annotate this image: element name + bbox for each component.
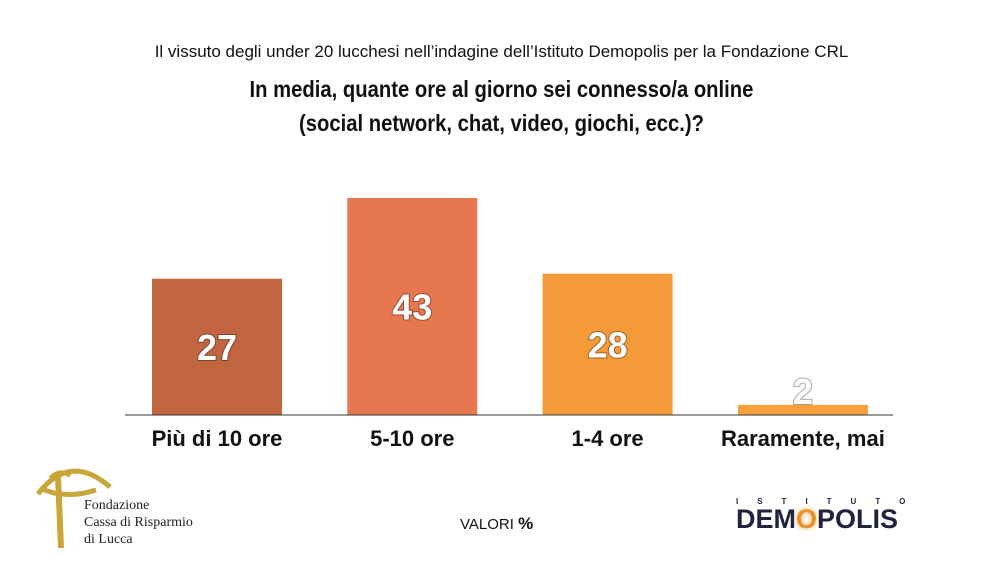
category-label-2: 1-4 ore bbox=[572, 426, 644, 451]
data-label-1: 43 bbox=[392, 287, 432, 328]
crl-line-3: di Lucca bbox=[84, 532, 133, 547]
category-label-0: Più di 10 ore bbox=[152, 426, 283, 451]
crl-line-1: Fondazione bbox=[84, 498, 150, 513]
data-label-3: 2 bbox=[793, 371, 813, 412]
category-label-3: Raramente, mai bbox=[721, 426, 885, 451]
fondazione-crl-logo-text: Fondazione Cassa di Risparmio di Lucca bbox=[84, 497, 193, 548]
note-unit: % bbox=[518, 514, 534, 533]
title-line-2: (social network, chat, video, giochi, ec… bbox=[299, 110, 704, 136]
bar-2 bbox=[542, 273, 673, 415]
demopolis-post: POLIS bbox=[817, 504, 899, 534]
bar-chart: 27 Più di 10 ore 43 5-10 ore 28 1-4 ore 2 Raram… bbox=[125, 198, 893, 451]
bar-3 bbox=[737, 404, 868, 415]
category-label-1: 5-10 ore bbox=[370, 426, 454, 451]
demopolis-o: O bbox=[796, 504, 818, 534]
data-label-2: 28 bbox=[588, 324, 628, 365]
bar-1 bbox=[347, 198, 478, 415]
demopolis-pre: DEM bbox=[736, 504, 796, 534]
crl-line-2: Cassa di Risparmio bbox=[84, 515, 193, 530]
chart-title: In media, quante ore al giorno sei conne… bbox=[60, 72, 943, 140]
fondazione-crl-logo-icon bbox=[36, 468, 112, 549]
note-label: VALORI bbox=[460, 516, 514, 533]
data-label-0: 27 bbox=[197, 327, 237, 368]
demopolis-main: DEMOPOLIS bbox=[736, 504, 956, 535]
bar-0 bbox=[152, 278, 282, 415]
demopolis-logo: ISTITUTO DEMOPOLIS bbox=[736, 497, 956, 535]
title-line-1: In media, quante ore al giorno sei conne… bbox=[249, 76, 754, 102]
demopolis-sup: ISTITUTO bbox=[736, 497, 925, 506]
values-note: VALORI % bbox=[460, 514, 533, 534]
chart-supertitle: Il vissuto degli under 20 lucchesi nell’… bbox=[154, 42, 849, 61]
